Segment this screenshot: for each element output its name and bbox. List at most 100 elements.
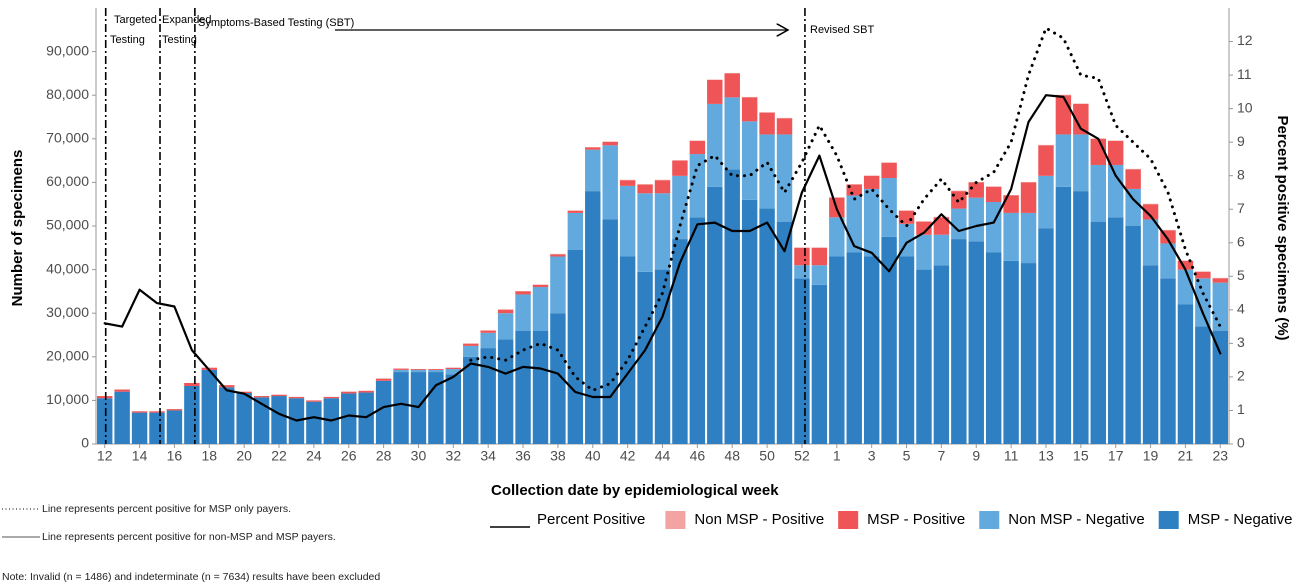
x-tick-label: 24 — [306, 448, 322, 464]
y2-tick-label: 3 — [1237, 334, 1245, 350]
bar-segment — [567, 249, 584, 444]
bar-segment — [602, 141, 618, 146]
bar-segment — [131, 412, 148, 444]
bar-segment — [550, 256, 566, 314]
bar-segment — [271, 396, 287, 444]
bar-segment — [689, 140, 706, 155]
y2-tick-label: 10 — [1237, 99, 1253, 115]
bar-segment — [776, 221, 793, 444]
bar-segment — [968, 241, 984, 444]
bar-segment — [1107, 140, 1124, 165]
x-tick-label: 20 — [236, 448, 252, 464]
bar-segment — [951, 239, 967, 444]
annotation: Testing — [110, 34, 145, 46]
bar-segment — [463, 345, 479, 357]
bar-segment — [898, 256, 915, 444]
bar-segment — [619, 185, 636, 257]
bar-segment — [829, 217, 845, 257]
bar-segment — [306, 401, 322, 444]
annotation: Targeted — [114, 14, 157, 26]
bar-segment — [759, 208, 775, 444]
bar-segment — [1142, 219, 1159, 266]
y2-tick-label: 5 — [1237, 267, 1245, 283]
bar-segment — [881, 236, 897, 444]
bar-segment — [1038, 228, 1054, 444]
bar-segment — [863, 188, 880, 257]
x-tick-label: 16 — [167, 448, 183, 464]
bar-segment — [410, 369, 427, 373]
x-tick-label: 13 — [1038, 448, 1054, 464]
x-axis-title: Collection date by epidemiological week — [491, 482, 779, 499]
x-tick-label: 7 — [937, 448, 945, 464]
bar-segment — [201, 369, 218, 444]
bar-segment — [689, 217, 706, 444]
bar-segment — [916, 221, 932, 235]
bar-segment — [776, 134, 793, 222]
bar-segment — [811, 265, 828, 285]
bar-segment — [410, 369, 427, 370]
bar-segment — [933, 265, 950, 444]
bar-segment — [550, 254, 566, 257]
bar-segment — [776, 118, 793, 135]
y2-tick-label: 7 — [1237, 200, 1245, 216]
bar-segment — [724, 73, 740, 98]
bar-segment — [131, 411, 148, 413]
x-tick-label: 52 — [794, 448, 810, 464]
bar-segment — [654, 180, 671, 194]
x-tick-label: 36 — [515, 448, 531, 464]
bar-segment — [166, 410, 183, 444]
y2-tick-label: 11 — [1237, 66, 1252, 82]
y2-tick-label: 1 — [1237, 401, 1245, 417]
x-tick-label: 19 — [1143, 448, 1159, 464]
bar-segment — [1055, 186, 1072, 444]
bar-segment — [375, 378, 392, 381]
bar-segment — [863, 175, 880, 189]
bar-segment — [1195, 271, 1211, 279]
bar-segment — [532, 287, 549, 331]
bar-segment — [1003, 195, 1019, 213]
x-tick-label: 23 — [1212, 448, 1228, 464]
bar-segment — [585, 149, 601, 192]
bar-segment — [1177, 269, 1194, 305]
bar-segment — [1003, 212, 1019, 261]
annotation: Testing — [162, 34, 197, 46]
bar-segment — [985, 252, 1002, 444]
annotation: Revised SBT — [810, 24, 874, 36]
x-tick-label: 14 — [132, 448, 148, 464]
bar-segment — [741, 199, 758, 444]
bar-segment — [463, 356, 479, 444]
bar-segment — [846, 184, 862, 196]
bar-segment — [114, 391, 130, 444]
bar-segment — [97, 396, 113, 399]
x-tick-label: 42 — [620, 448, 636, 464]
bar-segment — [672, 239, 688, 444]
bar-segment — [585, 191, 601, 444]
x-tick-label: 15 — [1073, 448, 1089, 464]
bar-segment — [916, 234, 932, 270]
bar-segment — [1107, 164, 1124, 218]
bar-segment — [323, 396, 340, 399]
annotation: Symptoms-Based Testing (SBT) — [198, 17, 354, 29]
x-tick-label: 26 — [341, 448, 357, 464]
bar-segment — [637, 193, 653, 272]
bar-segment — [445, 367, 462, 370]
x-tick-label: 9 — [972, 448, 980, 464]
y2-tick-label: 6 — [1237, 233, 1245, 249]
bar-segment — [863, 256, 880, 444]
bar-segment — [1160, 278, 1176, 444]
x-tick-label: 28 — [376, 448, 392, 464]
legend-label: Non MSP - Negative — [1008, 511, 1144, 528]
bar-segment — [1073, 134, 1089, 192]
y-tick-label: 70,000 — [46, 130, 89, 146]
note: Note: Invalid (n = 1486) and indetermina… — [2, 571, 380, 583]
bar-segment — [724, 169, 740, 444]
legend-swatch — [665, 511, 686, 529]
bar-segment — [968, 197, 984, 242]
line-series — [103, 94, 1222, 422]
y-tick-label: 60,000 — [46, 173, 89, 189]
y-tick-label: 40,000 — [46, 260, 89, 276]
bar-segment — [341, 393, 357, 444]
bar-segment — [759, 112, 775, 135]
bar-segment — [881, 162, 897, 179]
bar-segment — [1212, 282, 1228, 331]
